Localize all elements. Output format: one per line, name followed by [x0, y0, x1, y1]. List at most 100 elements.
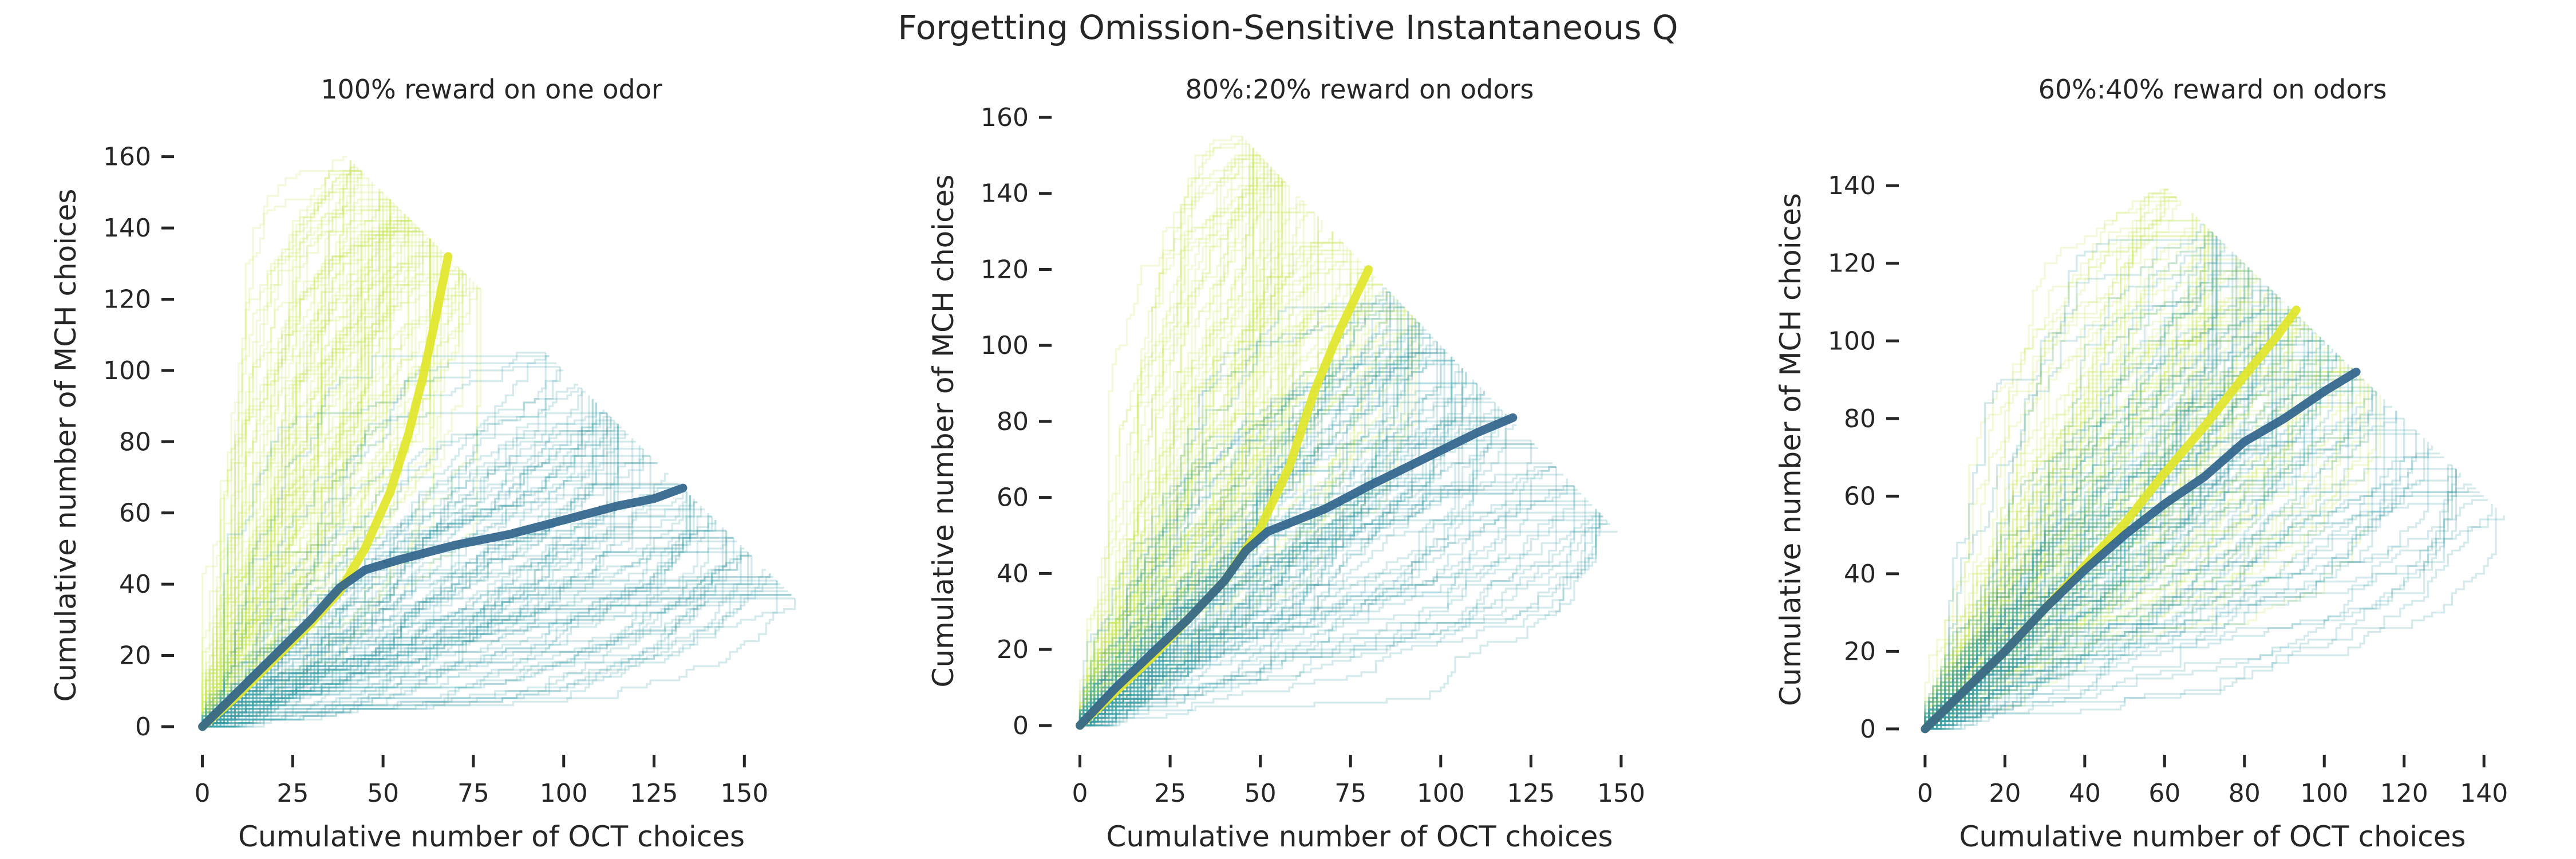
trial-trace-a	[1078, 148, 1254, 726]
trial-trace-b	[202, 391, 586, 727]
trial-trace-a	[202, 227, 420, 727]
trial-trace-a	[1924, 188, 2169, 729]
trial-trace-a	[1078, 242, 1344, 726]
trial-trace-b	[1925, 468, 2457, 730]
trial-trace-b	[1078, 360, 1455, 726]
trial-trace-a	[1924, 286, 2270, 729]
trial-trace-b	[1925, 255, 2238, 730]
trial-trace-a	[202, 214, 406, 728]
trial-trace-a	[1080, 307, 1406, 727]
trial-trace-b	[202, 547, 745, 728]
trial-trace-a	[202, 238, 431, 728]
trial-trace-a	[1924, 375, 2360, 729]
trial-trace-b	[1078, 311, 1409, 726]
trial-trace-b	[1925, 442, 2429, 730]
trial-trace-b	[1080, 302, 1401, 727]
trial-trace-a	[1078, 135, 1243, 726]
trial-trace-b	[1924, 223, 2205, 729]
trial-trace-a	[1078, 196, 1300, 726]
trial-trace-a	[1078, 231, 1334, 726]
trial-trace-b	[1080, 466, 1556, 727]
trial-trace-a	[1078, 144, 1251, 726]
trial-trace-a	[1080, 136, 1243, 727]
trial-trace-b	[202, 409, 605, 728]
trial-trace-a	[202, 249, 442, 728]
trial-trace-b	[202, 366, 560, 728]
trial-trace-b	[1078, 311, 1409, 726]
trial-trace-a	[202, 230, 423, 727]
trial-trace-b	[202, 530, 726, 728]
trial-trace-b	[1080, 382, 1477, 727]
trial-trace-b	[202, 537, 734, 728]
trial-trace-a	[202, 220, 412, 727]
trial-trace-b	[202, 495, 692, 727]
trial-trace-b	[1078, 383, 1478, 726]
trial-trace-b	[1925, 468, 2457, 730]
trial-trace-a	[202, 230, 423, 728]
trial-trace-b	[1080, 500, 1589, 727]
trial-trace-a	[1924, 297, 2281, 729]
trial-trace-b	[1924, 438, 2425, 729]
trial-trace-a	[202, 252, 445, 727]
trial-trace-b	[1080, 383, 1478, 727]
trial-trace-b	[1925, 294, 2278, 730]
trial-trace-a	[202, 188, 381, 728]
trial-trace-a	[1925, 270, 2253, 730]
x-axis-label: Cumulative number of OCT choices	[1959, 820, 2466, 853]
trial-trace-b	[1924, 267, 2250, 729]
trial-trace-a	[202, 274, 467, 727]
trial-trace-a	[202, 255, 448, 727]
trial-trace-b	[1080, 387, 1481, 727]
trial-trace-b	[1078, 504, 1593, 726]
trial-trace-a	[202, 199, 392, 727]
trial-trace-b	[1924, 232, 2214, 729]
trial-trace-b	[1925, 411, 2397, 730]
x-tick-label: 150	[720, 779, 768, 808]
trial-trace-a	[1078, 163, 1269, 726]
trial-trace-a	[202, 231, 424, 727]
y-axis-label: Cumulative number of MCH choices	[49, 189, 82, 702]
trial-trace-b	[1080, 401, 1495, 727]
trial-trace-b	[202, 551, 748, 728]
trial-trace-a	[1925, 376, 2361, 730]
trial-trace-a	[1924, 328, 2313, 729]
trial-trace-a	[1924, 228, 2210, 729]
trial-trace-b	[1925, 364, 2349, 730]
trial-trace-a	[1080, 231, 1334, 727]
trial-trace-a	[1925, 333, 2317, 730]
trial-trace-a	[1080, 242, 1344, 727]
trial-trace-a	[1080, 181, 1286, 727]
trial-trace-b	[1924, 236, 2218, 729]
trial-trace-a	[1925, 367, 2353, 730]
trial-trace-b	[202, 402, 598, 728]
trial-trace-a	[202, 191, 384, 727]
trial-trace-a	[1078, 167, 1273, 726]
trial-trace-b	[1925, 329, 2313, 730]
x-tick-label: 50	[367, 779, 399, 808]
trial-trace-a	[1925, 216, 2198, 730]
mean-line-b	[1076, 413, 1518, 730]
trial-trace-b	[1924, 483, 2472, 729]
y-tick-label: 120	[103, 285, 151, 314]
trial-trace-a	[202, 242, 435, 728]
trial-trace-a	[1078, 148, 1254, 726]
trial-trace-a	[1924, 383, 2369, 729]
trial-trace-b	[1080, 515, 1603, 727]
trial-trace-b	[1924, 405, 2392, 729]
trial-trace-b	[202, 580, 777, 728]
trial-trace-b	[1925, 468, 2456, 730]
y-tick-label: 140	[103, 214, 151, 243]
trial-trace-a	[1925, 196, 2177, 730]
trial-trace-a	[1925, 219, 2201, 730]
trial-trace-b	[202, 456, 651, 727]
trial-trace-b	[1924, 254, 2237, 729]
y-tick-label: 60	[1844, 482, 1876, 511]
trial-trace-b	[1078, 467, 1558, 726]
trial-trace-a	[1925, 317, 2301, 730]
trial-trace-b	[1078, 488, 1578, 726]
trial-trace-a	[202, 188, 381, 728]
trial-trace-b	[202, 487, 683, 727]
trial-trace-a	[1078, 273, 1373, 726]
trial-trace-b	[202, 506, 702, 728]
y-tick-label: 140	[981, 179, 1029, 208]
